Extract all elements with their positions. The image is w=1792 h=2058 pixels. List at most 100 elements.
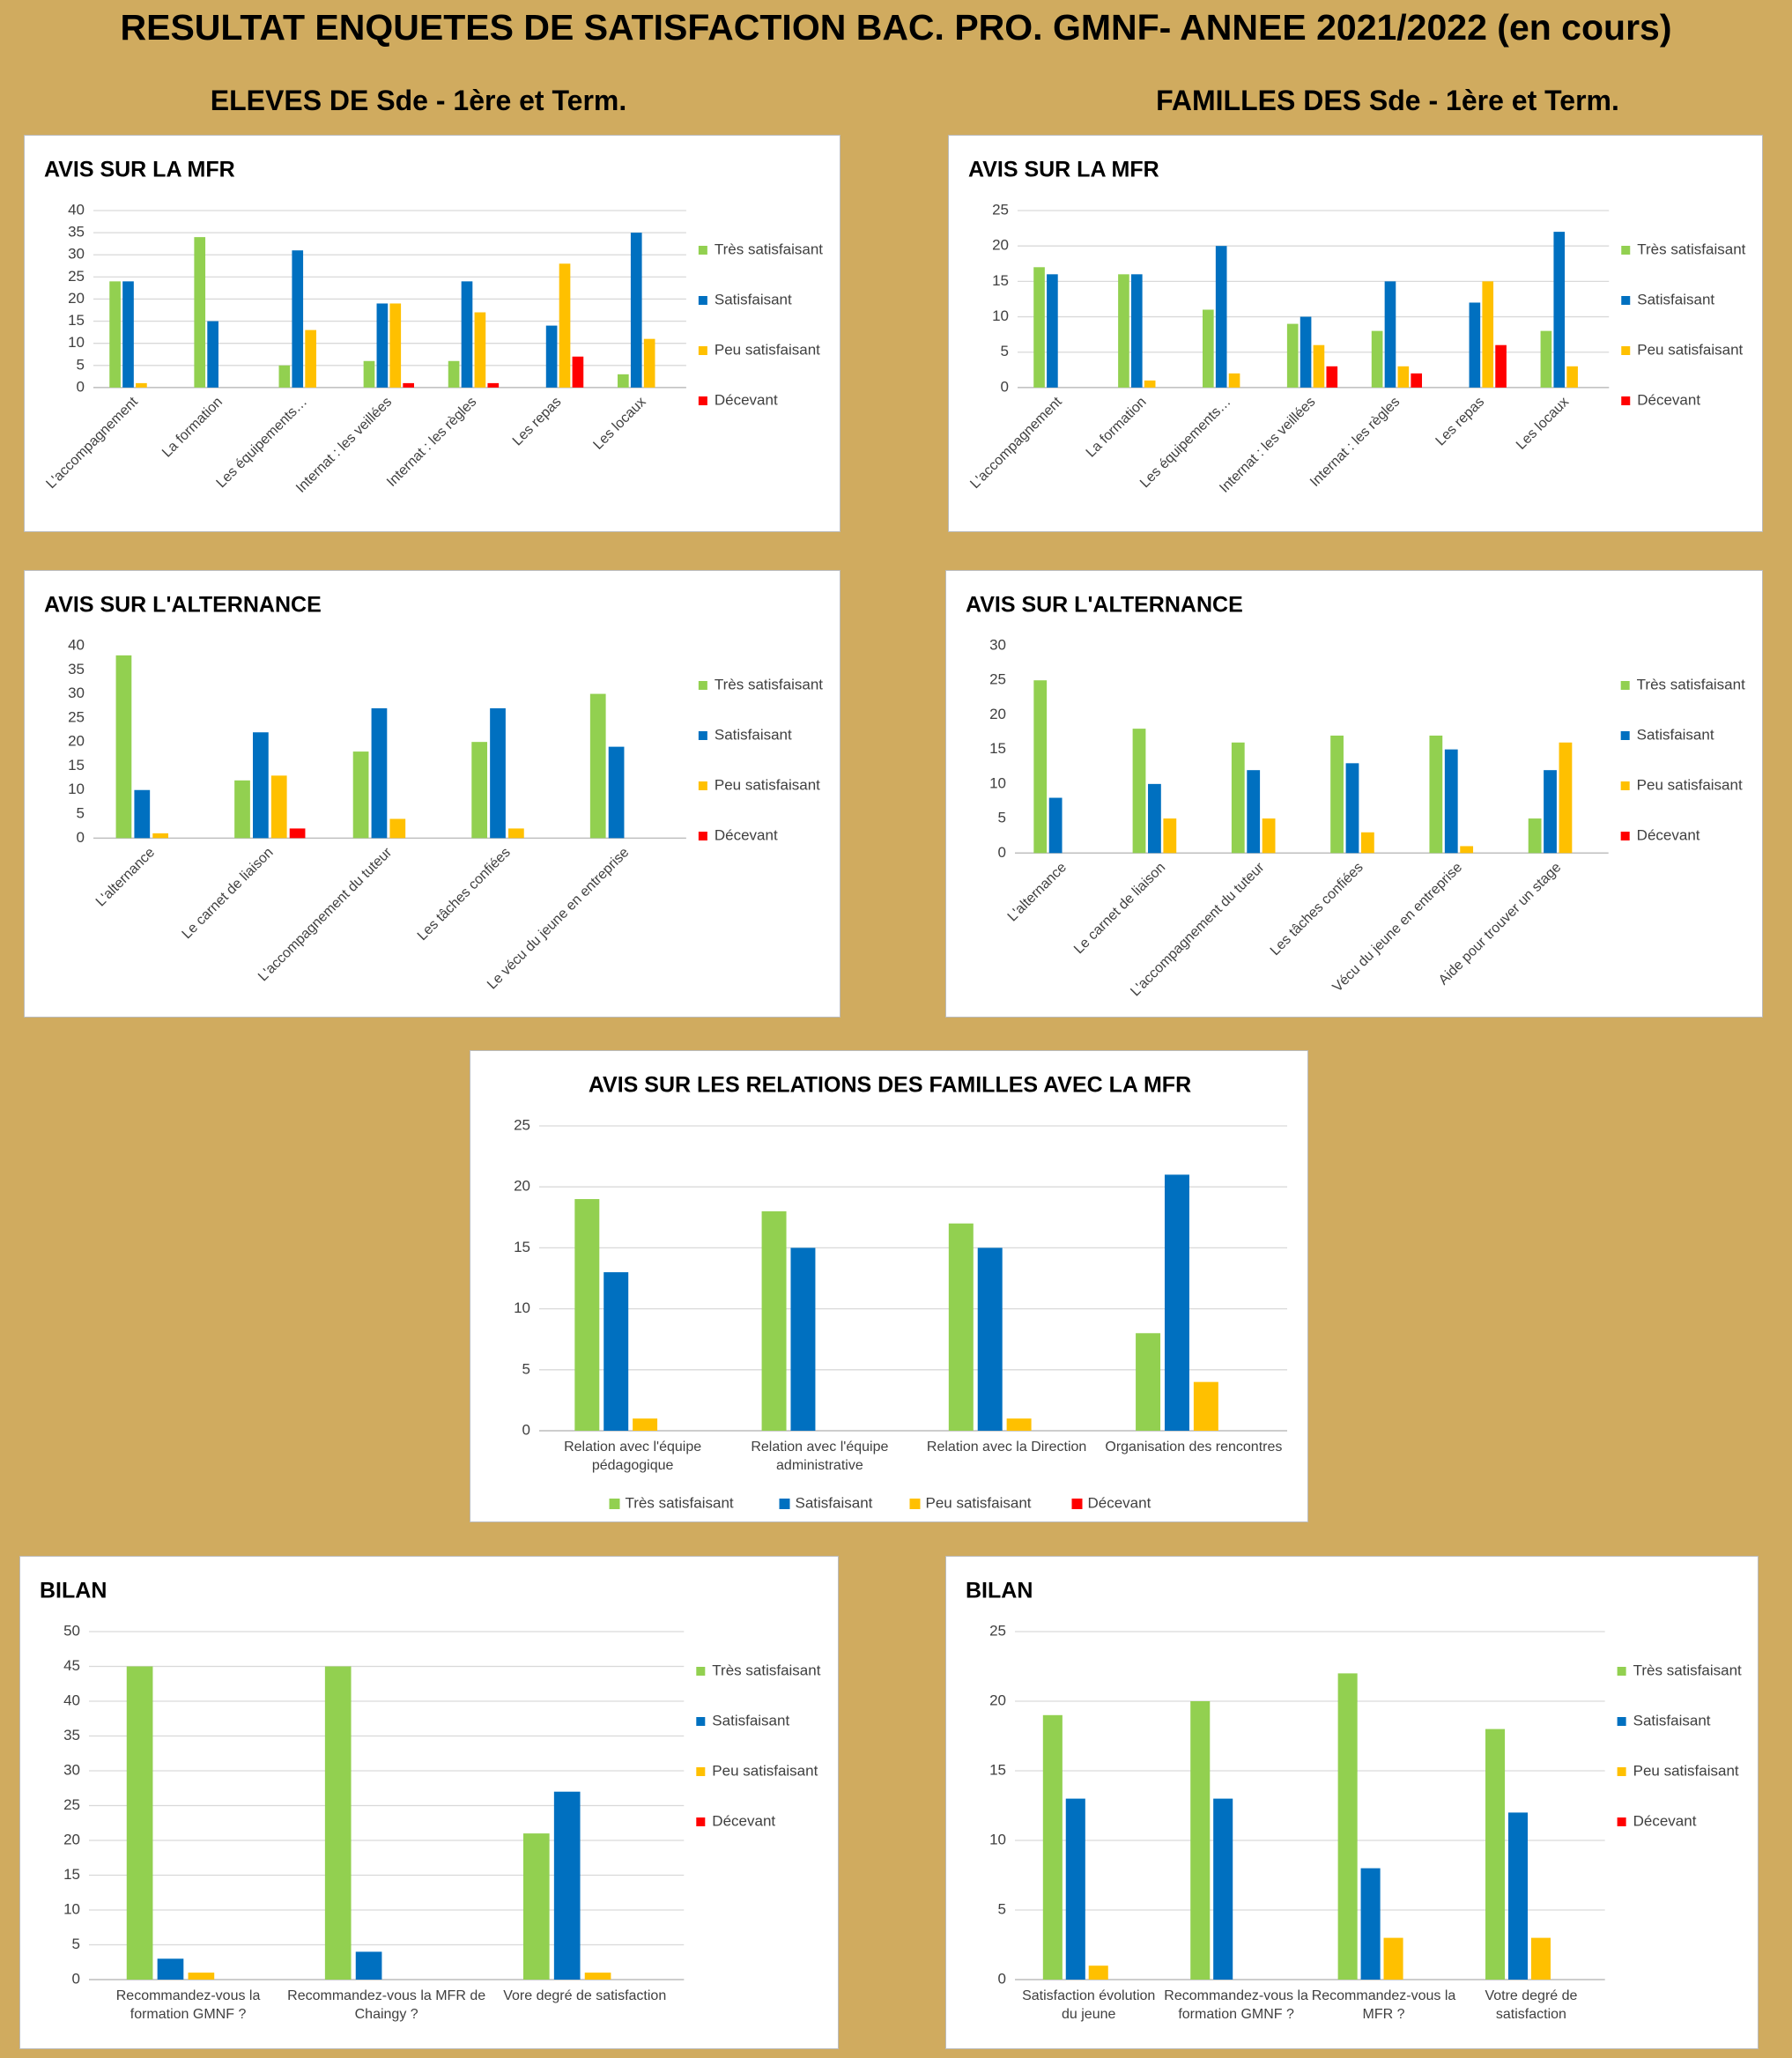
bar: [604, 1272, 629, 1431]
bar: [545, 325, 558, 388]
x-tick-label: L'alternance: [1005, 860, 1070, 924]
bar: [471, 742, 488, 839]
y-tick-label: 10: [68, 334, 85, 351]
legend-swatch: [698, 731, 707, 740]
x-tick-label: Les locaux: [1514, 395, 1572, 453]
x-tick-label: L'accompagnement du tuteur: [255, 845, 396, 985]
y-tick-label: 25: [992, 201, 1009, 218]
x-tick-label: Vore degré de satisfaction: [503, 1988, 667, 2003]
y-tick-label: 15: [989, 740, 1006, 757]
x-tick-label: Relation avec l'équipe administrative: [751, 1440, 889, 1473]
bar: [1485, 1729, 1506, 1980]
legend-label: Peu satisfaisant: [715, 776, 820, 793]
legend-label: Peu satisfaisant: [926, 1494, 1032, 1511]
bar: [389, 303, 402, 388]
chart: AVIS SUR L'ALTERNANCE 0 5 10 15 20 25 30 L'alter…: [966, 593, 1745, 1000]
legend-swatch: [1617, 1717, 1626, 1726]
x-tick-label-box: Recommandez-vous la MFR de Chaingy ?: [287, 1988, 485, 2022]
x-tick-label: Internat : les veillées: [1217, 395, 1318, 496]
x-tick-label-box: Relation avec l'équipe pédagogique: [564, 1440, 702, 1473]
x-tick-label: La formation: [1084, 395, 1150, 461]
legend-label: Très satisfaisant: [715, 676, 823, 692]
chart-title: AVIS SUR LA MFR: [968, 158, 1159, 182]
y-tick-label: 0: [1001, 378, 1009, 395]
y-tick-label: 0: [998, 844, 1006, 861]
bar: [977, 1247, 1003, 1431]
y-tick-label: 25: [63, 1796, 80, 1813]
legend-label: Peu satisfaisant: [1637, 341, 1743, 358]
x-tick-label: Recommandez-vous la MFR ?: [1311, 1988, 1456, 2022]
bar: [1006, 1418, 1032, 1431]
x-tick-label: Relation avec l'équipe pédagogique: [564, 1440, 702, 1473]
legend-swatch: [1617, 1667, 1626, 1676]
bar: [1132, 729, 1146, 854]
y-tick-label: 15: [514, 1239, 530, 1255]
bar: [1148, 783, 1161, 854]
y-tick-label: 20: [63, 1831, 80, 1847]
legend-swatch: [779, 1499, 790, 1509]
legend-label: Décevant: [712, 1812, 775, 1829]
chart-title: BILAN: [966, 1579, 1033, 1603]
y-tick-label: 40: [63, 1692, 80, 1708]
bar: [1371, 330, 1383, 388]
legend-label: Satisfaisant: [712, 1712, 789, 1729]
bar: [474, 312, 486, 388]
bar: [1469, 302, 1481, 388]
bar: [234, 780, 250, 839]
bar: [1065, 1798, 1085, 1980]
bar: [448, 360, 460, 388]
bar: [371, 707, 388, 839]
bar: [1033, 680, 1048, 854]
y-tick-label: 20: [989, 1692, 1006, 1708]
bar: [1231, 742, 1245, 854]
legend-label: Satisfaisant: [715, 726, 792, 743]
legend-swatch: [698, 346, 707, 355]
x-tick-label: Les repas: [1433, 395, 1488, 449]
bar: [1566, 366, 1578, 388]
legend-label: Décevant: [715, 391, 778, 408]
bar: [1262, 818, 1276, 854]
y-tick-label: 20: [989, 706, 1006, 722]
bar: [134, 789, 151, 839]
y-tick-label: 35: [63, 1727, 80, 1743]
y-tick-label: 45: [63, 1657, 80, 1674]
x-tick-label-box: Recommandez-vous la MFR ?: [1311, 1988, 1456, 2022]
x-tick-label: L'accompagnement: [43, 394, 141, 492]
legend-swatch: [696, 1817, 706, 1826]
chart-title: AVIS SUR L'ALTERNANCE: [966, 593, 1243, 618]
bar: [1164, 1174, 1189, 1431]
bar: [1544, 770, 1557, 854]
legend-swatch: [609, 1499, 620, 1509]
y-tick-label: 0: [77, 378, 85, 395]
legend-swatch: [1617, 1767, 1626, 1776]
x-tick-label: Relation avec la Direction: [926, 1440, 1087, 1455]
bar: [633, 1418, 658, 1431]
legend-label: Satisfaisant: [1633, 1712, 1711, 1729]
legend-swatch: [1620, 781, 1630, 790]
legend-swatch: [1620, 681, 1630, 690]
y-tick-label: 10: [989, 1831, 1006, 1847]
chart: AVIS SUR LA MFR 0 5 10 15 20 25 L'accompagnemen…: [967, 158, 1745, 496]
bar: [1482, 281, 1494, 388]
x-tick-label: La formation: [159, 395, 226, 461]
legend-swatch: [1621, 296, 1631, 305]
bar: [389, 818, 406, 839]
y-tick-label: 20: [514, 1178, 530, 1195]
chart: BILAN 0 5 10 15 20 25 Satisfaction évolution du…: [966, 1579, 1742, 2022]
legend-swatch: [1620, 731, 1630, 740]
chart-panel: AVIS SUR L'ALTERNANCE 0 5 10 15 20 25 30 35 40 L'a…: [24, 570, 840, 1018]
bar: [289, 828, 306, 839]
bar: [761, 1210, 787, 1431]
page-title: RESULTAT ENQUETES DE SATISFACTION BAC. P…: [120, 7, 1672, 48]
bar: [1345, 763, 1359, 854]
x-tick-label: Les tâches confiées: [415, 845, 514, 944]
y-tick-label: 15: [68, 312, 85, 329]
y-tick-label: 5: [522, 1360, 530, 1377]
y-tick-label: 25: [68, 708, 85, 725]
legend-swatch: [1621, 396, 1631, 405]
y-tick-label: 5: [1001, 343, 1009, 359]
chart-title: BILAN: [40, 1579, 107, 1603]
legend-label: Peu satisfaisant: [715, 341, 820, 358]
chart-panel: AVIS SUR LES RELATIONS DES FAMILLES AVEC…: [470, 1050, 1308, 1522]
legend-label: Très satisfaisant: [1637, 241, 1745, 257]
